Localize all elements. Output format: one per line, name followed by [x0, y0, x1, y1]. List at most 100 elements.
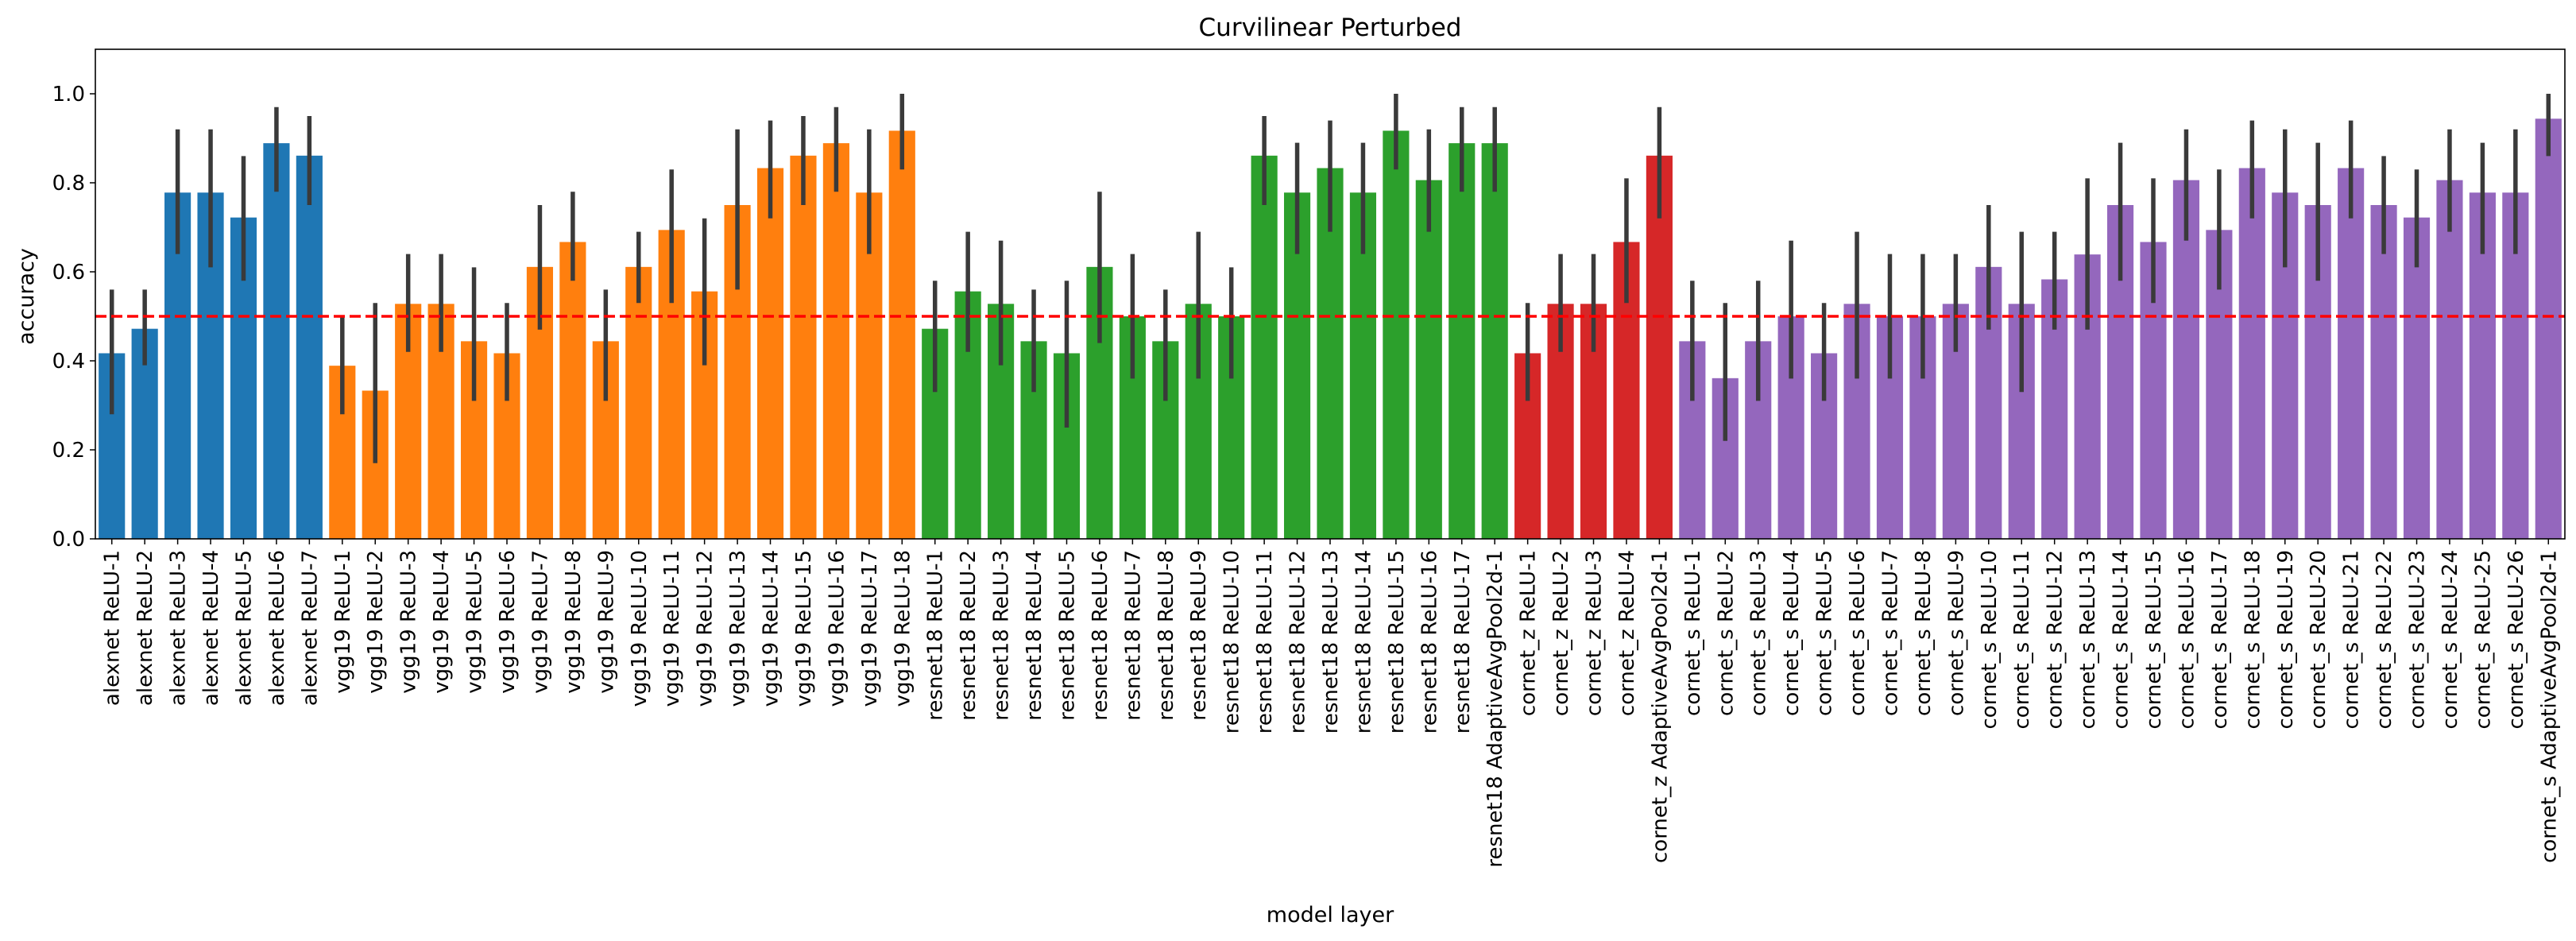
x-tick-label: cornet_s ReLU-16 — [2175, 550, 2199, 730]
x-tick-label: vgg19 ReLU-14 — [760, 550, 783, 707]
y-tick-label: 0.0 — [52, 528, 85, 552]
bar — [790, 155, 817, 539]
x-tick-label: alexnet ReLU-2 — [133, 550, 157, 706]
y-axis: 0.0 0.2 0.4 0.6 0.8 1.0 — [52, 83, 95, 552]
x-tick-label: resnet18 ReLU-1 — [924, 550, 948, 721]
x-tick-label: cornet_z ReLU-2 — [1549, 550, 1573, 716]
bar — [296, 155, 323, 539]
x-tick-label: resnet18 ReLU-6 — [1089, 550, 1112, 721]
x-tick-label: cornet_s ReLU-11 — [2010, 550, 2034, 730]
x-tick-label: vgg19 ReLU-12 — [694, 550, 717, 707]
error-bars-layer — [109, 94, 2551, 463]
x-tick-label: cornet_z AdaptiveAvgPool2d-1 — [1648, 550, 1672, 863]
y-axis-label: accuracy — [14, 248, 39, 345]
x-tick-label: cornet_z ReLU-3 — [1583, 550, 1607, 716]
x-tick-label: cornet_s ReLU-15 — [2142, 550, 2166, 730]
bars-layer — [99, 118, 2562, 540]
x-tick-label: cornet_s ReLU-10 — [1978, 550, 2002, 730]
bar — [2436, 180, 2463, 539]
x-tick-label: cornet_s ReLU-23 — [2406, 550, 2430, 730]
x-tick-label: vgg19 ReLU-8 — [562, 550, 586, 694]
x-tick-label: resnet18 AdaptiveAvgPool2d-1 — [1483, 550, 1507, 868]
x-tick-label: resnet18 ReLU-5 — [1055, 550, 1079, 721]
x-tick-label: alexnet ReLU-5 — [232, 550, 256, 706]
bar — [756, 168, 784, 539]
bar — [2403, 217, 2431, 539]
x-tick-label: vgg19 ReLU-11 — [660, 550, 684, 707]
x-tick-label: vgg19 ReLU-4 — [430, 550, 454, 694]
x-tick-label: cornet_z ReLU-1 — [1517, 550, 1541, 716]
bar — [1449, 143, 1476, 539]
bar — [2535, 118, 2562, 540]
x-tick-label: cornet_s ReLU-24 — [2439, 550, 2462, 730]
bar — [888, 130, 915, 540]
bar — [263, 143, 290, 539]
x-tick-label: cornet_s ReLU-6 — [1846, 550, 1870, 716]
x-tick-label: resnet18 ReLU-16 — [1418, 550, 1441, 734]
x-tick-label: resnet18 ReLU-8 — [1155, 550, 1178, 721]
y-tick-label: 0.4 — [52, 350, 85, 374]
x-tick-label: cornet_s ReLU-19 — [2274, 550, 2298, 730]
x-tick-label: alexnet ReLU-4 — [199, 550, 223, 706]
y-tick-label: 1.0 — [52, 83, 85, 106]
x-tick-label: resnet18 ReLU-17 — [1451, 550, 1475, 734]
x-tick-label: resnet18 ReLU-3 — [990, 550, 1014, 721]
x-axis: alexnet ReLU-1 alexnet ReLU-2 alexnet ReLU… — [101, 539, 2561, 868]
x-tick-label: cornet_s ReLU-14 — [2110, 550, 2133, 730]
x-tick-label: resnet18 ReLU-4 — [1023, 550, 1046, 721]
bar — [1415, 180, 1442, 539]
x-tick-label: cornet_s ReLU-25 — [2471, 550, 2495, 730]
x-tick-label: resnet18 ReLU-14 — [1352, 550, 1375, 734]
x-tick-label: vgg19 ReLU-10 — [628, 550, 652, 707]
x-tick-label: vgg19 ReLU-18 — [891, 550, 915, 707]
x-tick-label: vgg19 ReLU-7 — [528, 550, 552, 694]
x-tick-label: resnet18 ReLU-11 — [1253, 550, 1277, 734]
x-tick-label: cornet_s ReLU-5 — [1813, 550, 1837, 716]
x-tick-label: cornet_s ReLU-26 — [2504, 550, 2528, 730]
x-tick-label: alexnet ReLU-3 — [167, 550, 191, 706]
y-tick-label: 0.2 — [52, 439, 85, 463]
bar — [1646, 155, 1673, 539]
x-tick-label: vgg19 ReLU-9 — [594, 550, 618, 694]
x-tick-label: cornet_s ReLU-13 — [2076, 550, 2100, 730]
bar — [822, 143, 849, 539]
x-tick-label: cornet_s AdaptiveAvgPool2d-1 — [2537, 550, 2561, 863]
bar — [559, 242, 586, 539]
x-tick-label: vgg19 ReLU-13 — [726, 550, 750, 707]
x-tick-label: cornet_s ReLU-2 — [1714, 550, 1738, 716]
x-tick-label: vgg19 ReLU-5 — [463, 550, 487, 694]
x-tick-label: cornet_s ReLU-9 — [1944, 550, 1968, 716]
x-tick-label: vgg19 ReLU-15 — [792, 550, 816, 707]
x-tick-label: cornet_s ReLU-12 — [2044, 550, 2067, 730]
x-tick-label: cornet_s ReLU-7 — [1878, 550, 1902, 716]
x-tick-label: resnet18 ReLU-2 — [957, 550, 981, 721]
x-tick-label: vgg19 ReLU-2 — [364, 550, 388, 694]
x-tick-label: resnet18 ReLU-13 — [1319, 550, 1343, 734]
x-tick-label: resnet18 ReLU-9 — [1187, 550, 1211, 721]
x-tick-label: cornet_s ReLU-17 — [2208, 550, 2232, 730]
bar — [2338, 168, 2365, 539]
y-tick-label: 0.6 — [52, 261, 85, 285]
bar — [625, 266, 652, 539]
x-tick-label: alexnet ReLU-6 — [265, 550, 289, 706]
y-tick-label: 0.8 — [52, 172, 85, 196]
x-tick-label: cornet_s ReLU-8 — [1912, 550, 1936, 716]
x-tick-label: vgg19 ReLU-1 — [331, 550, 355, 694]
x-tick-label: resnet18 ReLU-7 — [1121, 550, 1145, 721]
x-tick-label: vgg19 ReLU-3 — [397, 550, 421, 694]
x-tick-label: cornet_s ReLU-4 — [1780, 550, 1804, 716]
x-tick-label: cornet_s ReLU-1 — [1681, 550, 1705, 716]
x-tick-label: resnet18 ReLU-12 — [1286, 550, 1310, 734]
x-tick-label: cornet_s ReLU-3 — [1747, 550, 1771, 716]
bar — [1383, 130, 1410, 540]
x-tick-label: alexnet ReLU-7 — [298, 550, 322, 706]
x-tick-label: vgg19 ReLU-17 — [858, 550, 882, 707]
x-tick-label: resnet18 ReLU-10 — [1220, 550, 1244, 734]
x-axis-label: model layer — [1267, 903, 1394, 927]
chart-title: Curvilinear Perturbed — [1199, 14, 1462, 42]
bar — [2238, 168, 2265, 539]
x-tick-label: cornet_s ReLU-18 — [2241, 550, 2265, 730]
x-tick-label: cornet_s ReLU-22 — [2373, 550, 2396, 730]
x-tick-label: cornet_z ReLU-4 — [1615, 550, 1639, 716]
